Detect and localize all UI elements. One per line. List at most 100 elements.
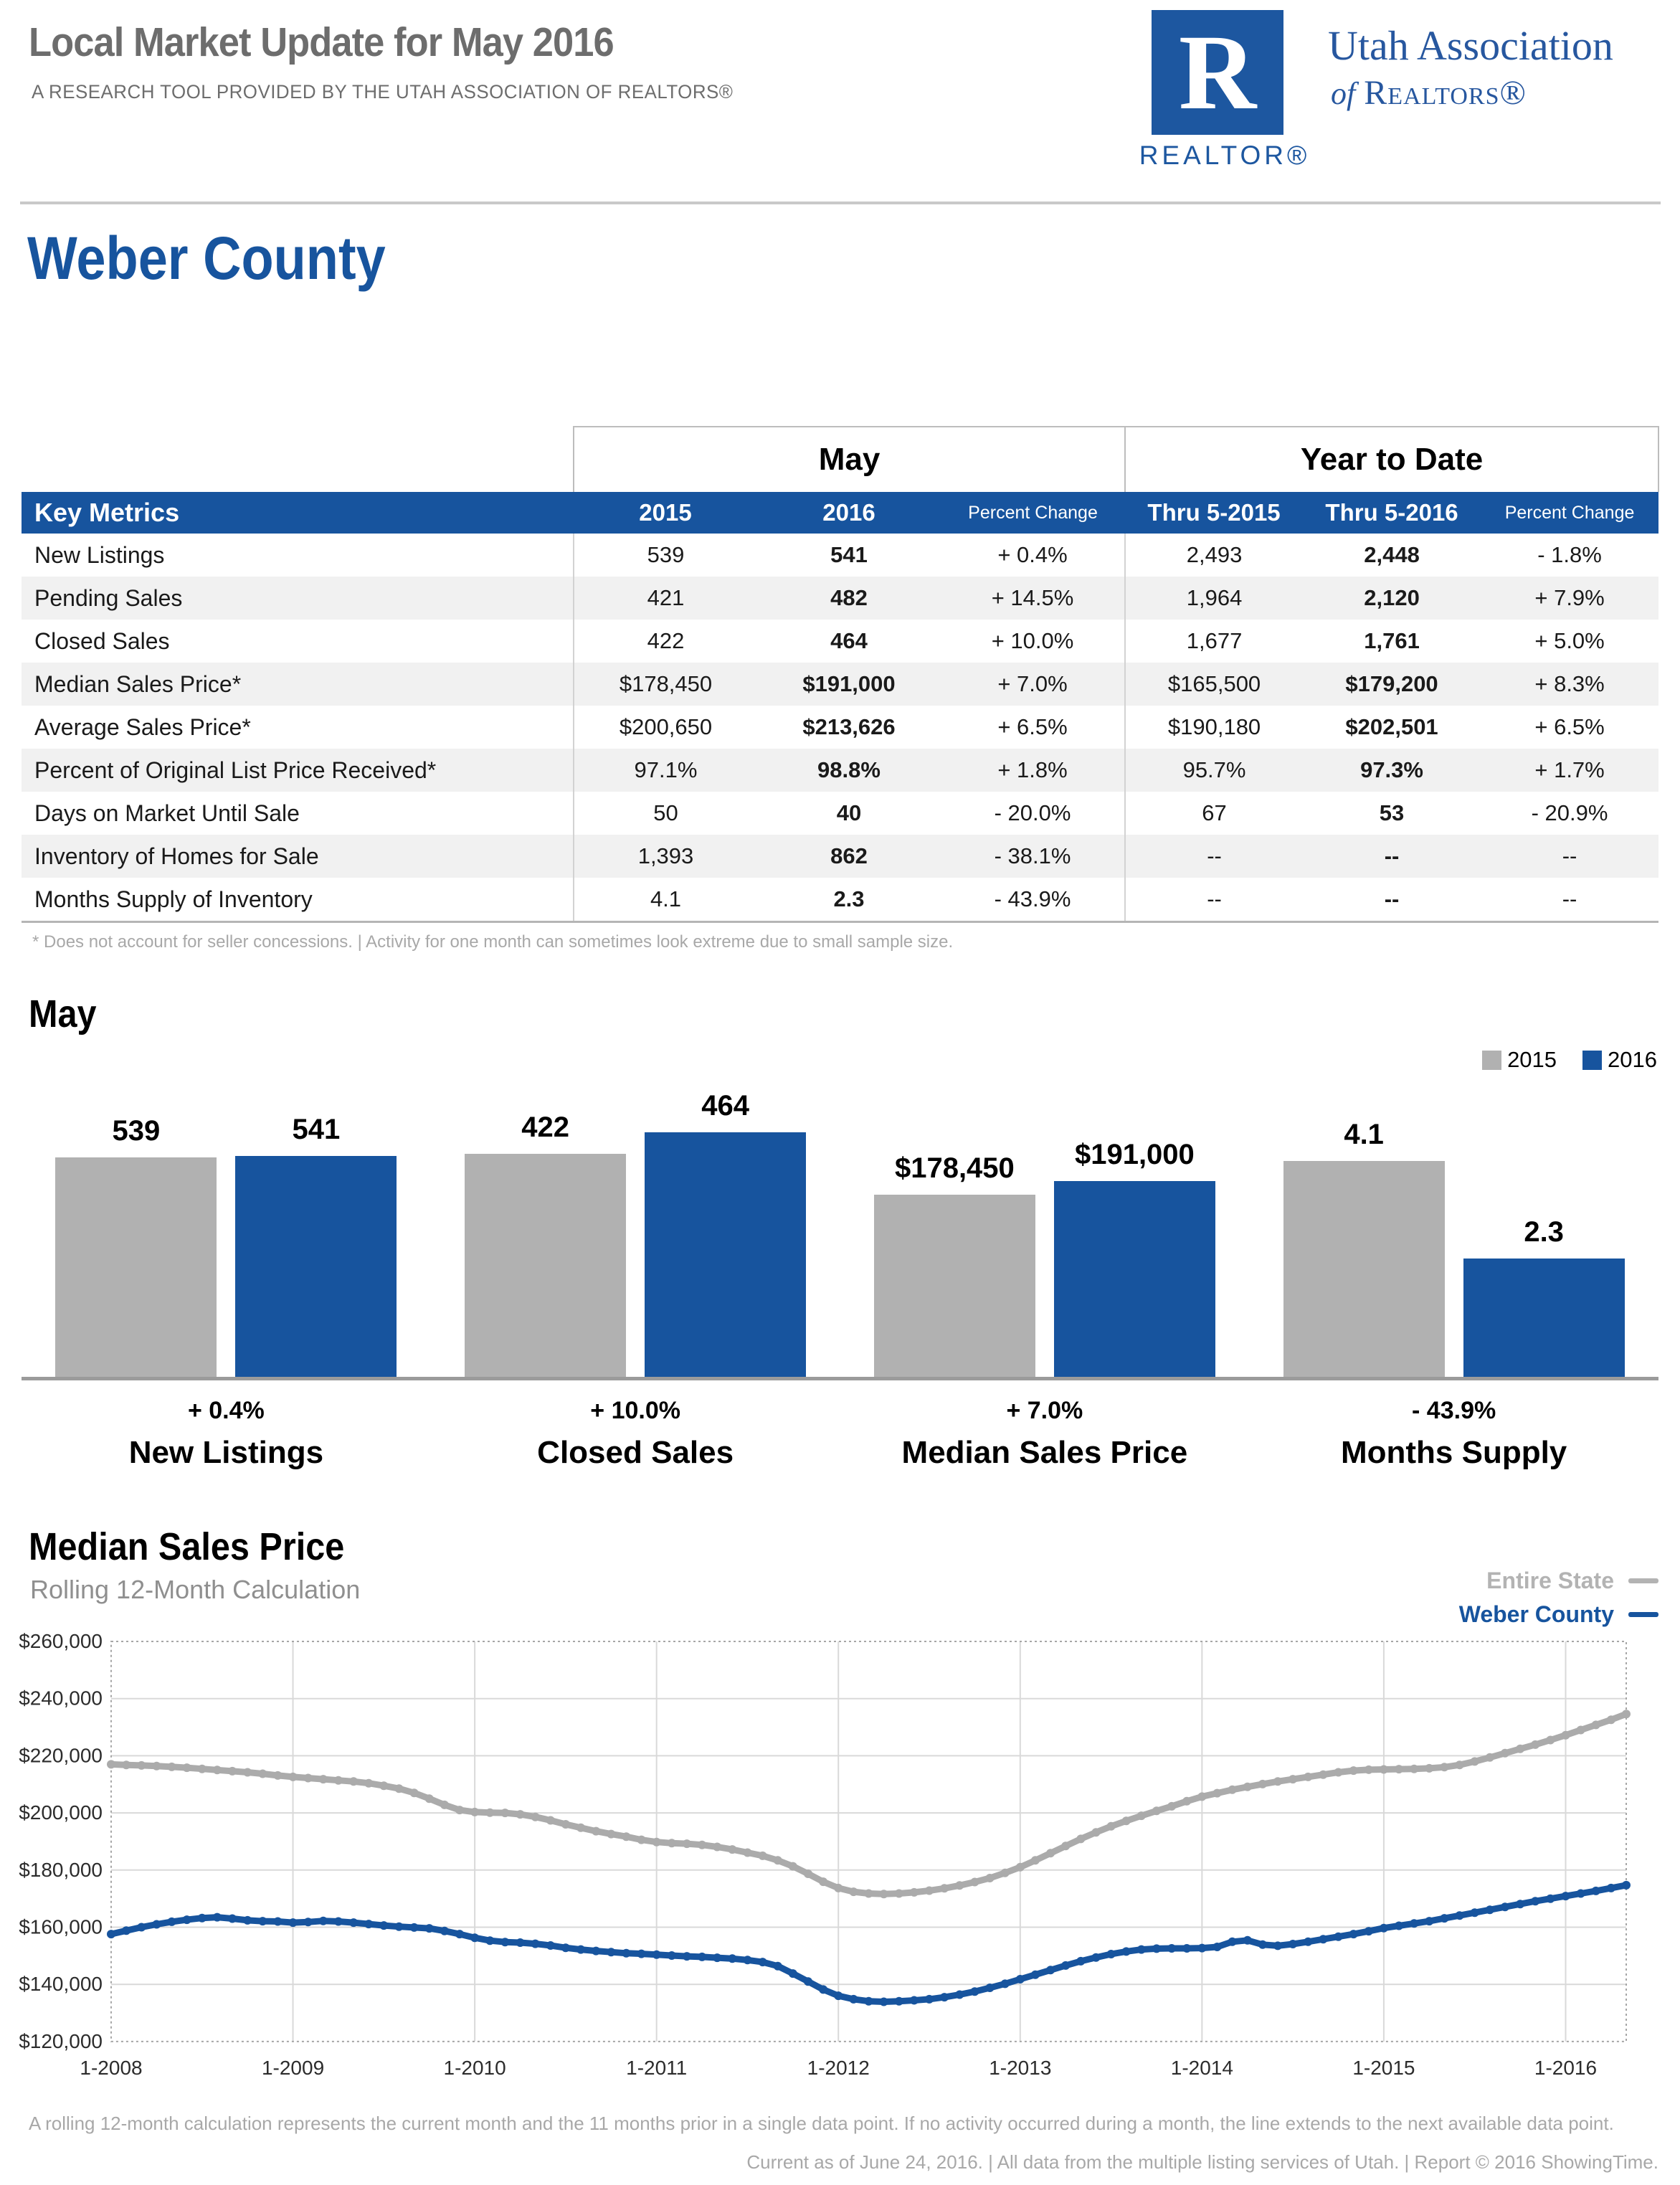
metric-value: $200,650 (573, 706, 757, 749)
bar-value-label: 539 (112, 1115, 161, 1147)
series-point (1121, 1816, 1131, 1826)
rolling-calculation-note: A rolling 12-month calculation represent… (29, 2113, 1614, 2134)
series-point (1212, 1788, 1222, 1798)
x-axis-tick-label: 1-2010 (444, 2057, 506, 2079)
column-header-pct-change-may: Percent Change (941, 492, 1126, 534)
series-point (955, 1881, 964, 1890)
metric-label: Percent of Original List Price Received* (34, 757, 437, 783)
series-point (985, 1874, 995, 1882)
table-row: Inventory of Homes for Sale 1,393 862 - 38.… (22, 835, 1659, 878)
bar-category-label: Closed Sales (537, 1435, 734, 1470)
series-point (1015, 1862, 1025, 1872)
realtor-r-glyph: R (1178, 13, 1257, 132)
series-point (1622, 1710, 1631, 1719)
metric-value: - 20.0% (994, 800, 1071, 825)
legend-swatch-icon (1582, 1050, 1603, 1070)
series-point (682, 1952, 691, 1961)
legend-item: 2015 (1482, 1047, 1557, 1073)
metric-value: 67 (1124, 792, 1304, 835)
metric-value: 40 (836, 800, 862, 825)
series-point (1410, 1919, 1419, 1928)
metric-value: 97.1% (573, 749, 757, 792)
metric-value: 2,448 (1364, 542, 1420, 567)
series-point (424, 1924, 434, 1933)
metric-value: 1,393 (573, 835, 757, 878)
metric-value: 539 (573, 534, 757, 577)
series-point (1000, 1868, 1010, 1877)
report-title: Local Market Update for May 2016 (29, 19, 614, 65)
metric-value: + 10.0% (991, 628, 1074, 653)
series-point (1455, 1760, 1464, 1770)
metric-value: -- (1124, 878, 1304, 922)
metric-label: Months Supply of Inventory (34, 886, 313, 912)
series-point (258, 1769, 267, 1778)
realtor-wordmark: REALTOR® (1139, 141, 1311, 170)
table-column-header-row: Key Metrics 2015 2016 Percent Change Thr… (22, 492, 1659, 534)
bar-pair: 4.1 2.3 (1283, 1076, 1625, 1378)
series-point (682, 1839, 691, 1849)
metric-value: 98.8% (817, 757, 881, 782)
series-point (1334, 1932, 1343, 1941)
series-point (1501, 1902, 1509, 1912)
series-point (349, 1777, 359, 1786)
bar-chart-title: May (29, 992, 97, 1035)
series-point (592, 1946, 601, 1956)
series-point (1425, 1763, 1434, 1773)
metric-value: 4.1 (573, 878, 757, 922)
series-point (1485, 1753, 1494, 1762)
bar-group: $178,450 $191,000 + 7.0% Median Sales Price (840, 1076, 1250, 1471)
series-point (1091, 1828, 1101, 1837)
series-point (1319, 1935, 1328, 1944)
metric-label: Inventory of Homes for Sale (34, 843, 319, 869)
series-point (1576, 1725, 1585, 1735)
series-point (409, 1788, 419, 1798)
series-point (576, 1945, 585, 1954)
series-point (167, 1762, 176, 1771)
x-axis-tick-label: 1-2009 (262, 2057, 324, 2079)
series-point (212, 1765, 222, 1775)
series-point (167, 1917, 176, 1926)
x-axis-tick-label: 1-2012 (807, 2057, 870, 2079)
y-axis-tick-label: $140,000 (19, 1973, 103, 1995)
legend-swatch-icon (1482, 1050, 1502, 1070)
series-point (607, 1948, 616, 1957)
series-point (743, 1956, 752, 1965)
table-row: New Listings 539 541 + 0.4% 2,493 2,448 - 1.8% (22, 534, 1658, 577)
bar-pair: 422 464 (465, 1076, 807, 1378)
series-point (1546, 1894, 1555, 1903)
metric-value: $178,450 (573, 663, 757, 706)
metric-value: -- (1384, 843, 1400, 868)
series-point (955, 1990, 964, 1999)
percent-change-label: - 43.9% (1412, 1397, 1496, 1424)
series-point (713, 1953, 722, 1963)
series-point (1182, 1796, 1192, 1806)
table-row: Average Sales Price* $200,650 $213,626 + 6.… (22, 706, 1658, 749)
series-point (197, 1764, 207, 1773)
legend-item: Entire State (1486, 1568, 1658, 1594)
series-point (849, 1887, 858, 1897)
series-point (1364, 1927, 1373, 1936)
metric-value: $190,180 (1124, 706, 1304, 749)
metric-value: 421 (573, 577, 757, 620)
bar-value-label: $178,450 (894, 1152, 1015, 1184)
metric-label: New Listings (34, 541, 165, 568)
series-point (182, 1915, 191, 1925)
series-point (379, 1781, 389, 1791)
series-point (1606, 1715, 1615, 1725)
series-point (1531, 1740, 1540, 1749)
metric-value: + 1.7% (1534, 757, 1605, 782)
group-header-spacer (22, 427, 574, 492)
series-point (288, 1772, 298, 1781)
series-point (1334, 1768, 1343, 1777)
series-point (788, 1969, 797, 1978)
series-point (273, 1771, 283, 1780)
series-point (1531, 1897, 1540, 1906)
series-point (197, 1913, 207, 1923)
metric-value: -- (1124, 835, 1304, 878)
metric-value: $202,501 (1345, 714, 1438, 739)
series-point (1410, 1764, 1419, 1773)
series-point (1228, 1937, 1237, 1946)
series-point (1000, 1979, 1010, 1989)
series-point (1228, 1785, 1237, 1794)
series-point (1197, 1943, 1207, 1953)
